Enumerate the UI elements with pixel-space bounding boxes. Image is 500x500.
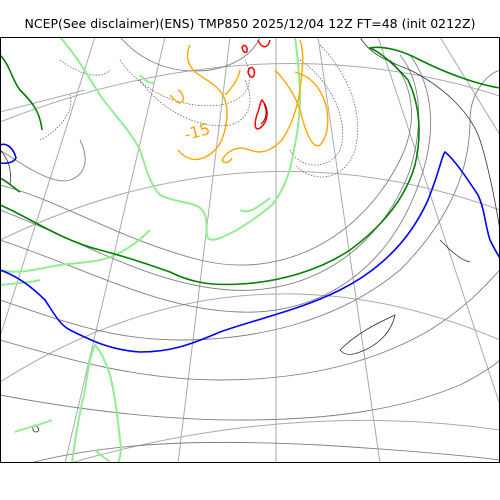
isotherm-line: [0, 139, 86, 182]
map-panel: -15: [0, 37, 500, 463]
isotherm-line: [254, 98, 268, 130]
isotherm-line: [294, 44, 359, 178]
isotherm-line: [0, 46, 500, 286]
isotherm-line: [0, 54, 432, 313]
isotherm-line: [239, 197, 271, 213]
isotherm-line: [0, 359, 500, 421]
isotherm-minus3: [0, 46, 500, 286]
meridian-line: [377, 37, 500, 406]
isotherm-line: [169, 89, 184, 104]
isotherm-minus15: [169, 39, 329, 164]
isotherm-line: [139, 74, 156, 84]
isotherm-line: [0, 54, 420, 291]
latitude-line: [69, 419, 500, 463]
isotherm-line: [260, 103, 267, 125]
isotherm-line: [29, 441, 500, 463]
coastline: [359, 37, 500, 231]
isotherm-minus30-inner: [260, 103, 267, 125]
isotherm-line: [0, 229, 151, 273]
isotherm-line: [0, 279, 41, 286]
isotherm-line: [0, 54, 43, 131]
isotherm-line: [119, 59, 251, 107]
isotherm-minus30: [241, 39, 271, 130]
figure-title: NCEP(See disclaimer)(ENS) TMP850 2025/12…: [24, 16, 476, 31]
meridian-line: [64, 37, 166, 463]
coastline: [0, 149, 11, 186]
isotherm-line: [0, 269, 500, 381]
meridian-line: [0, 89, 86, 113]
isotherm-line: [59, 59, 111, 76]
meridian-line: [439, 37, 500, 136]
isotherm-line: [14, 419, 53, 433]
latitude-line: [0, 63, 500, 123]
isotherm-minus6: [0, 37, 302, 463]
isotherm-line: [221, 39, 304, 161]
contour-label: -15: [182, 119, 212, 144]
isotherm-line: [0, 177, 21, 193]
isotherm-line: [257, 39, 271, 48]
map-canvas: -15: [0, 37, 500, 463]
isotherm-zero: [0, 143, 500, 353]
meridian-line: [177, 37, 231, 463]
isotherm-line: [0, 150, 500, 353]
isotherm-line: [224, 69, 241, 96]
meridian-line: [0, 37, 96, 339]
isotherm-line: [0, 59, 412, 266]
latitude-line: [0, 293, 500, 383]
latitude-line: [0, 170, 500, 241]
isotherm-line: [139, 79, 251, 127]
isotherm-line: [289, 59, 343, 166]
isotherm-line: [59, 37, 302, 241]
isotherm-line: [274, 69, 329, 147]
isotherm-line: [39, 94, 72, 141]
dotted-isotherms: [39, 44, 359, 178]
latitude-lines: [0, 63, 500, 463]
meridian-lines: [0, 37, 500, 463]
isotherm-line: [221, 157, 233, 164]
isotherm-line: [94, 449, 111, 463]
coastline: [339, 314, 396, 355]
isotherm-line: [177, 44, 228, 161]
coastline: [439, 239, 471, 263]
isotherm-line: [119, 37, 261, 72]
coastlines: [0, 37, 500, 433]
isotherm-line: [71, 343, 122, 463]
isotherm-line: [241, 44, 248, 54]
isotherm-line: [247, 66, 256, 78]
isotherm-line: [0, 143, 17, 165]
